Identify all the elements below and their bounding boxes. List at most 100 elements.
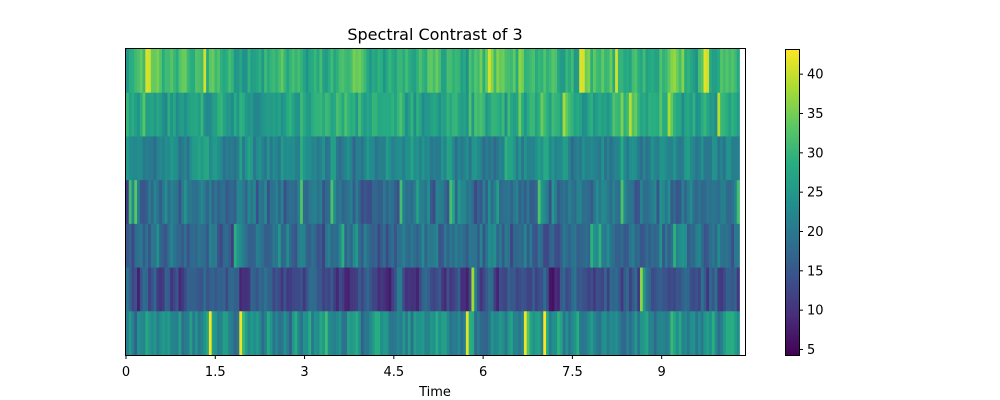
heatmap-cell — [195, 311, 199, 356]
heatmap-cell — [543, 136, 547, 181]
heatmap-cell — [626, 311, 630, 356]
heatmap-cell — [615, 136, 619, 181]
colorbar-segment — [785, 289, 799, 292]
colorbar-segment — [785, 353, 799, 356]
heatmap-cell — [703, 180, 707, 225]
heatmap-cell — [441, 180, 445, 225]
heatmap-cell — [673, 180, 677, 225]
heatmap-cell — [203, 49, 207, 94]
heatmap-cell — [686, 267, 691, 312]
heatmap-cell — [385, 49, 389, 94]
heatmap-cell — [606, 223, 610, 268]
heatmap-cell — [548, 267, 552, 312]
heatmap-cell — [529, 311, 533, 356]
heatmap-cell — [711, 180, 715, 225]
heatmap-cell — [468, 311, 472, 356]
heatmap-cell — [601, 180, 605, 225]
heatmap-cell — [222, 223, 226, 268]
heatmap-cell — [465, 311, 470, 356]
heatmap-cell — [128, 311, 132, 356]
heatmap-cell — [291, 223, 295, 268]
heatmap-cell — [675, 92, 680, 137]
heatmap-cell — [170, 92, 174, 137]
heatmap-cell — [617, 92, 622, 137]
heatmap-cell — [159, 180, 163, 225]
heatmap-cell — [720, 92, 724, 137]
heatmap-cell — [449, 92, 453, 137]
heatmap-cell — [330, 180, 334, 225]
heatmap-cell — [197, 223, 202, 268]
heatmap-cell — [283, 92, 287, 137]
colorbar-segment — [785, 77, 799, 80]
x-tick-label: 7.5 — [562, 365, 583, 380]
colorbar-segment — [785, 219, 799, 222]
heatmap-cell — [269, 267, 273, 312]
heatmap-cell — [490, 92, 497, 137]
heatmap-cell — [289, 223, 293, 268]
heatmap-cell — [233, 223, 237, 268]
colorbar-frame — [785, 49, 800, 356]
heatmap-cell — [305, 311, 309, 356]
heatmap-cell — [703, 92, 707, 137]
heatmap-cell — [236, 311, 240, 356]
heatmap-cell — [686, 180, 691, 225]
heatmap-cell — [355, 180, 359, 225]
heatmap-cell — [410, 223, 414, 268]
heatmap-cell — [369, 267, 373, 312]
heatmap-cell — [540, 180, 544, 225]
heatmap-cell — [557, 92, 561, 137]
colorbar-segment — [785, 283, 799, 286]
heatmap-cell — [659, 311, 663, 356]
heatmap-cell — [507, 136, 514, 181]
heatmap-cell — [590, 136, 594, 181]
heatmap-cell — [573, 180, 577, 225]
colorbar-segment — [785, 165, 799, 168]
colorbar-segment — [785, 233, 799, 236]
x-axis-label: Time — [418, 385, 451, 400]
heatmap-cell — [305, 49, 309, 94]
heatmap-cell — [280, 49, 284, 94]
x-tick-label: 6 — [479, 365, 487, 380]
heatmap-cell — [515, 136, 519, 181]
heatmap-cell — [289, 267, 293, 312]
heatmap-cell — [612, 136, 616, 181]
heatmap-cell — [565, 49, 569, 94]
heatmap-cell — [170, 180, 174, 225]
heatmap-cell — [534, 311, 539, 356]
colorbar-segment — [785, 67, 799, 70]
heatmap-cell — [656, 267, 660, 312]
heatmap-cell — [537, 92, 541, 137]
heatmap-cell — [667, 311, 671, 356]
heatmap-cell — [598, 136, 602, 181]
heatmap-cell — [266, 49, 271, 94]
colorbar-segment — [785, 183, 799, 186]
heatmap-cell — [341, 311, 345, 356]
heatmap-cell — [733, 49, 738, 94]
heatmap-cell — [371, 92, 376, 137]
heatmap-cell — [330, 92, 334, 137]
heatmap-cell — [573, 223, 577, 268]
heatmap-cell — [474, 180, 478, 225]
heatmap-cell — [700, 267, 704, 312]
heatmap-cell — [488, 92, 492, 137]
heatmap-cell — [645, 49, 649, 94]
heatmap-cell — [228, 223, 232, 268]
heatmap-cell — [427, 92, 431, 137]
heatmap-cell — [313, 311, 318, 356]
heatmap-cell — [490, 311, 494, 356]
heatmap-cell — [297, 49, 301, 94]
heatmap-cell — [217, 267, 221, 312]
heatmap-cell — [452, 267, 456, 312]
colorbar-segment — [785, 291, 799, 294]
heatmap-cell — [651, 223, 655, 268]
heatmap-cell — [593, 92, 597, 137]
heatmap-cell — [562, 92, 566, 137]
heatmap-cell — [617, 136, 622, 181]
heatmap-cell — [510, 311, 514, 356]
heatmap-cell — [302, 49, 307, 94]
heatmap-cell — [593, 136, 597, 181]
heatmap-cell — [457, 311, 461, 356]
colorbar-segment — [785, 253, 799, 256]
heatmap-cell — [266, 180, 271, 225]
heatmap-cell — [186, 311, 190, 356]
